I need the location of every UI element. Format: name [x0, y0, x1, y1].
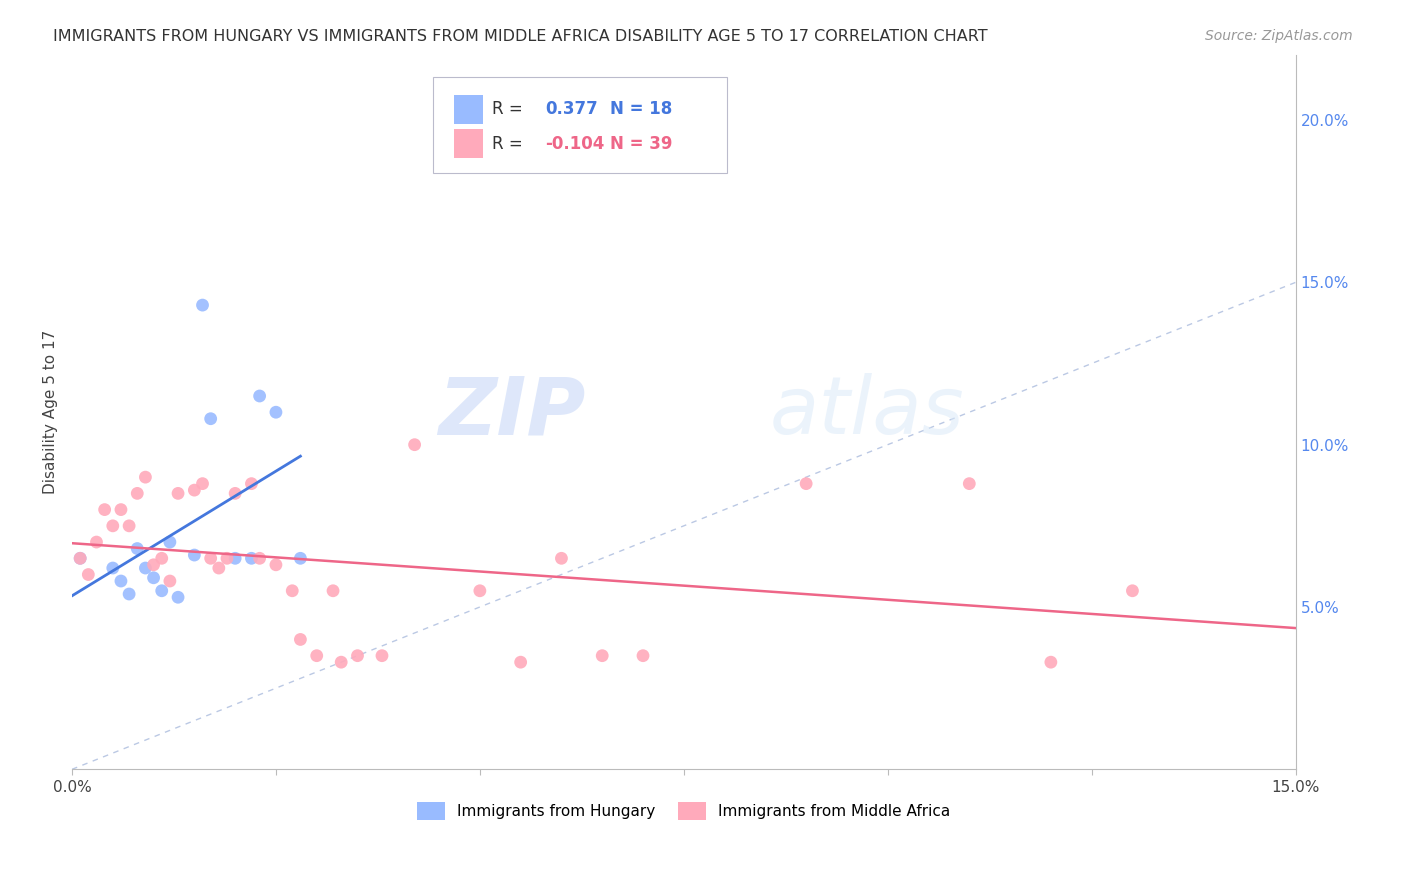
Text: 0.377: 0.377: [546, 101, 599, 119]
Text: atlas: atlas: [769, 373, 965, 451]
Point: [118, 587, 141, 601]
Point: [191, 476, 214, 491]
Point: [794, 476, 817, 491]
Point: [101, 519, 124, 533]
Point: [110, 502, 132, 516]
Point: [159, 574, 181, 588]
Text: -0.104: -0.104: [546, 135, 605, 153]
Point: [224, 551, 246, 566]
Legend: Immigrants from Hungary, Immigrants from Middle Africa: Immigrants from Hungary, Immigrants from…: [411, 796, 956, 826]
Point: [305, 648, 328, 663]
Point: [550, 551, 572, 566]
Point: [200, 551, 222, 566]
Point: [69, 551, 91, 566]
Point: [101, 561, 124, 575]
Point: [118, 519, 141, 533]
Point: [127, 486, 149, 500]
Point: [183, 548, 205, 562]
FancyBboxPatch shape: [433, 77, 727, 173]
Text: N = 39: N = 39: [610, 135, 673, 153]
Point: [240, 476, 263, 491]
Point: [281, 583, 304, 598]
Point: [93, 502, 115, 516]
Point: [77, 567, 100, 582]
Point: [127, 541, 149, 556]
Point: [142, 571, 165, 585]
Point: [134, 470, 156, 484]
Point: [224, 486, 246, 500]
Point: [110, 574, 132, 588]
Point: [957, 476, 980, 491]
Point: [290, 551, 312, 566]
Point: [322, 583, 344, 598]
Point: [240, 551, 263, 566]
Point: [330, 655, 353, 669]
Point: [264, 558, 287, 572]
Point: [69, 551, 91, 566]
Point: [167, 486, 190, 500]
Point: [371, 648, 394, 663]
FancyBboxPatch shape: [454, 129, 484, 158]
Point: [150, 551, 173, 566]
Point: [631, 648, 654, 663]
Point: [290, 632, 312, 647]
Point: [468, 583, 491, 598]
Point: [404, 438, 426, 452]
Point: [142, 558, 165, 572]
Point: [183, 483, 205, 497]
Text: IMMIGRANTS FROM HUNGARY VS IMMIGRANTS FROM MIDDLE AFRICA DISABILITY AGE 5 TO 17 : IMMIGRANTS FROM HUNGARY VS IMMIGRANTS FR…: [53, 29, 988, 44]
Point: [591, 648, 613, 663]
Text: R =: R =: [492, 135, 523, 153]
Point: [215, 551, 238, 566]
Text: ZIP: ZIP: [439, 373, 586, 451]
Point: [346, 648, 368, 663]
Text: N = 18: N = 18: [610, 101, 672, 119]
Point: [150, 583, 173, 598]
Point: [200, 411, 222, 425]
Point: [86, 535, 108, 549]
Point: [208, 561, 231, 575]
Point: [191, 298, 214, 312]
FancyBboxPatch shape: [454, 95, 484, 124]
Text: R =: R =: [492, 101, 523, 119]
Point: [509, 655, 531, 669]
Point: [264, 405, 287, 419]
Point: [249, 551, 271, 566]
Point: [159, 535, 181, 549]
Y-axis label: Disability Age 5 to 17: Disability Age 5 to 17: [44, 330, 58, 494]
Point: [1039, 655, 1062, 669]
Point: [249, 389, 271, 403]
Text: Source: ZipAtlas.com: Source: ZipAtlas.com: [1205, 29, 1353, 43]
Point: [134, 561, 156, 575]
Point: [1121, 583, 1143, 598]
Point: [167, 591, 190, 605]
